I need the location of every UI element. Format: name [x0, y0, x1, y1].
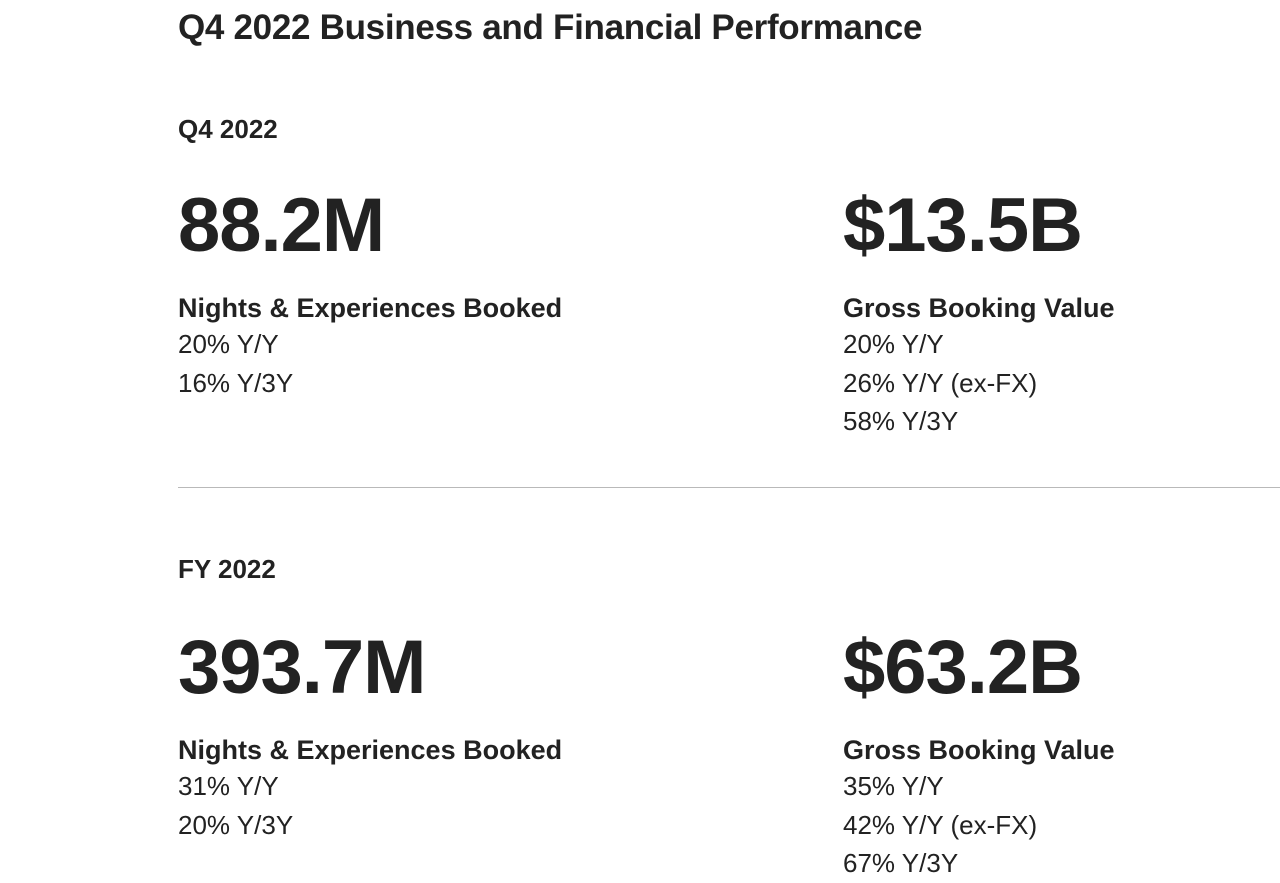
metric-stat: 20% Y/Y: [843, 329, 944, 359]
metric-stat: 20% Y/3Y: [178, 809, 294, 840]
metric-stat: 58% Y/3Y: [843, 406, 959, 436]
metric-stat: 42% Y/Y (ex-FX): [843, 809, 1038, 840]
metric-nights-booked-q4: 88.2M Nights & Experiences Booked 20% Y/…: [178, 183, 562, 402]
section-label-q4-2022: Q4 2022: [178, 114, 278, 144]
metric-nights-booked-fy: 393.7M Nights & Experiences Booked 31% Y…: [178, 625, 562, 844]
metric-value: $13.5B: [843, 183, 1083, 268]
metric-stat: 16% Y/3Y: [178, 367, 294, 398]
page-title: Q4 2022 Business and Financial Performan…: [178, 8, 923, 47]
metric-value: 88.2M: [178, 183, 385, 268]
section-divider: [178, 487, 1280, 488]
metric-stat: 67% Y/3Y: [843, 848, 959, 878]
metric-label: Gross Booking Value: [843, 735, 1115, 765]
metric-stat: 31% Y/Y: [178, 771, 279, 801]
metric-stat: 26% Y/Y (ex-FX): [843, 367, 1038, 398]
metric-label: Gross Booking Value: [843, 293, 1115, 323]
metric-stat: 35% Y/Y: [843, 771, 944, 801]
metric-label: Nights & Experiences Booked: [178, 735, 563, 765]
metric-gross-booking-value-fy: $63.2B Gross Booking Value 35% Y/Y 42% Y…: [843, 625, 1115, 883]
metric-label: Nights & Experiences Booked: [178, 293, 563, 323]
metric-value: 393.7M: [178, 625, 427, 710]
metric-value: $63.2B: [843, 625, 1083, 710]
metric-stat: 20% Y/Y: [178, 329, 279, 359]
section-label-fy-2022: FY 2022: [178, 554, 276, 584]
metric-gross-booking-value-q4: $13.5B Gross Booking Value 20% Y/Y 26% Y…: [843, 183, 1115, 441]
